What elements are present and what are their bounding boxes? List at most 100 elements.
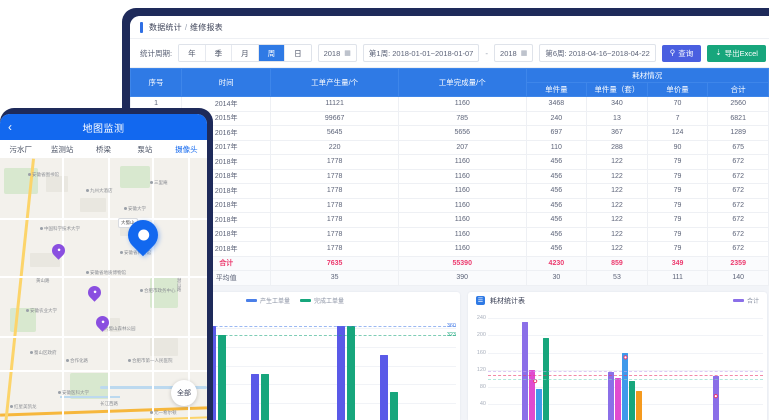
table-row[interactable]: 72018年1778116045612279672 [130,183,769,199]
map-marker-selected[interactable] [121,213,165,258]
range-dash: - [485,48,489,58]
bar-完成工单量[interactable] [260,373,269,420]
material-plot-area: 240 200 160 120 80 40 [468,310,767,420]
table-row[interactable]: 42017年22020711028890675 [130,139,769,155]
col-material-1[interactable]: 单件量 [525,82,588,97]
tab-pump-station[interactable]: 泵站 [137,144,153,154]
cell-c1: 456 [525,183,588,199]
period-segmented-control[interactable]: 年 季 月 周 日 [178,44,312,62]
threshold-line [150,325,456,327]
cell-produced: 1778 [270,154,399,170]
table-row[interactable]: 112018年1778116045612279672 [130,241,769,257]
table-row[interactable]: 82018年1778116045612279672 [130,197,769,213]
week-range-end-field[interactable]: 第6周: 2018-04-16~2018-04-22 [539,44,656,62]
cell-c3: 124 [646,125,709,141]
table-row[interactable]: 22015年996677852401376821 [130,110,769,126]
period-option-week[interactable]: 周 [258,45,286,61]
gridline [150,346,456,348]
table-row[interactable]: 1 2014年 11121 1160 3468 340 70 2560 [130,96,769,112]
bar-完成工单量[interactable] [217,335,226,420]
y-axis-tick: 120 [476,366,486,373]
bar-A[interactable] [608,371,615,420]
year-select-start[interactable]: 2018 ▦ [317,44,357,62]
back-chevron-icon[interactable]: ‹ [8,120,12,134]
gridline [150,402,456,404]
bar-产生工单量[interactable] [250,373,259,420]
cell-c3: 79 [646,241,709,257]
map-major-road [4,158,35,420]
breadcrumb-root[interactable]: 数据统计 [149,22,182,32]
year-select-end[interactable]: 2018 ▦ [494,44,534,62]
bar-C[interactable] [622,352,629,420]
table-row[interactable]: 102018年1778116045612279672 [130,226,769,242]
bar-产生工单量[interactable] [337,325,346,420]
cell-produced: 1778 [270,197,399,213]
bar-group[interactable] [580,352,670,420]
map-filter-all-button[interactable]: 全部 [171,380,197,406]
col-material-3[interactable]: 单价量 [646,82,709,97]
bar-D[interactable] [629,380,636,420]
breadcrumb-separator: / [184,22,188,32]
legend-item-produced[interactable]: 产生工单量 [245,296,290,305]
map-poi-label: 三里庵 [150,180,168,186]
work-order-chart-legend: 产生工单量 完成工单量 [245,296,344,305]
col-index[interactable]: 序号 [130,68,183,97]
cell-produced: 220 [270,139,399,155]
period-option-quarter[interactable]: 季 [205,45,233,61]
cell-total-finished: 55390 [397,255,527,271]
legend-item-finished[interactable]: 完成工单量 [300,296,344,305]
threshold-line [488,379,763,381]
period-option-month[interactable]: 月 [232,45,259,61]
legend-item-total[interactable]: 合计 [732,296,759,305]
bar-D[interactable] [542,337,549,420]
y-axis-tick: 40 [479,401,486,408]
bar-E[interactable] [636,391,643,420]
table-row[interactable]: 32016年564556566973671241289 [130,125,769,141]
tab-sewage-plant[interactable]: 污水厂 [9,144,32,154]
map-canvas[interactable]: 安徽省图书馆 九州大酒店 安徽大学 中国科学技术大学 安徽省科技馆 安徽省地质博… [0,158,207,420]
cell-c4: 672 [707,168,769,184]
cell-finished: 1160 [397,168,527,184]
map-marker-camera[interactable]: ● [85,283,104,302]
cell-c3: 79 [646,183,709,199]
week-range-start-field[interactable]: 第1周: 2018-01-01~2018-01-07 [362,44,480,62]
table-row[interactable]: 62018年1778116045612279672 [130,168,769,184]
bar-B[interactable] [615,378,622,420]
total-line-series [533,354,718,398]
bar-group[interactable] [238,373,281,420]
search-button[interactable]: ⚲ 查询 [661,44,702,62]
bar-group[interactable] [671,376,761,420]
cell-c1: 456 [525,226,588,242]
map-major-road [0,416,207,420]
tab-monitor-station[interactable]: 监测站 [50,144,74,154]
tab-camera[interactable]: 摄像头 [175,144,198,154]
bar-B[interactable] [528,369,535,420]
cell-produced: 1778 [270,168,399,184]
tab-bridge[interactable]: 桥梁 [96,144,112,154]
period-option-year[interactable]: 年 [179,45,206,61]
table-row[interactable]: 92018年1778116045612279672 [130,212,769,228]
col-finished[interactable]: 工单完成量/个 [397,68,527,97]
bar-C[interactable] [535,389,542,420]
map-green-area [120,166,150,188]
col-time[interactable]: 时间 [181,68,272,97]
export-excel-button[interactable]: ⇣ 导出Excel [707,44,766,62]
map-poi-label: 安徽农业大学 [26,308,57,314]
period-option-day[interactable]: 日 [285,45,311,61]
cell-finished: 1160 [397,212,527,228]
bar-产生工单量[interactable] [380,354,389,420]
bar-group[interactable] [325,325,368,420]
col-produced[interactable]: 工单产生量/个 [270,68,399,97]
map-poi-label: 安徽省图书馆 [28,172,59,178]
cell-c1: 110 [525,139,588,155]
legend-label-total: 合计 [746,299,759,305]
col-material-4[interactable]: 合计 [707,82,769,97]
bar-group[interactable] [368,354,411,420]
bar-完成工单量[interactable] [390,392,399,420]
col-material-2[interactable]: 单件量（套） [586,82,648,97]
bar-A[interactable] [712,376,719,420]
bar-完成工单量[interactable] [347,325,356,420]
gridline [488,335,763,337]
export-button-label: 导出Excel [724,48,758,58]
